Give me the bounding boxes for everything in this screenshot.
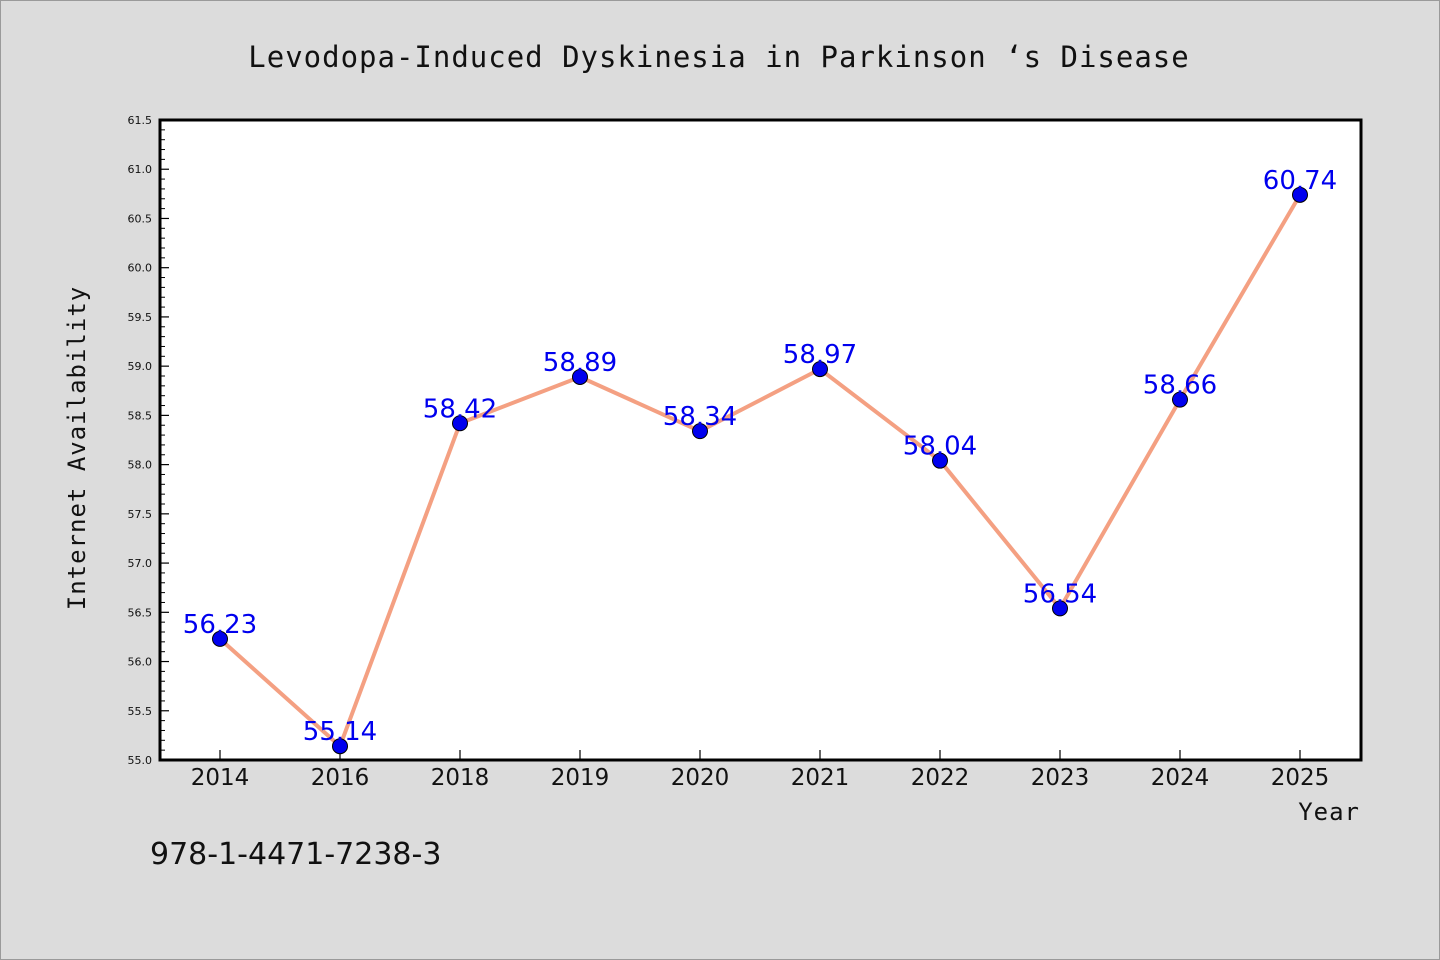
data-label: 56.23 (183, 610, 257, 640)
plot-area (158, 118, 1363, 762)
chart-title: Levodopa-Induced Dyskinesia in Parkinson… (248, 40, 1189, 74)
data-label: 56.54 (1023, 579, 1097, 609)
data-point[interactable] (1052, 600, 1068, 617)
data-point[interactable] (452, 415, 468, 432)
x-tick-label: 2014 (191, 765, 250, 791)
x-tick-label: 2022 (911, 765, 970, 791)
y-tick-label: 60.5 (128, 212, 153, 225)
y-tick-label: 58.0 (128, 459, 153, 472)
y-tick-label: 56.5 (128, 606, 153, 619)
y-tick-label: 55.0 (128, 754, 153, 767)
data-point[interactable] (332, 738, 348, 755)
y-tick-label: 55.5 (128, 705, 153, 718)
x-tick-label: 2016 (311, 765, 370, 791)
data-label: 58.34 (663, 402, 737, 432)
y-tick-label: 61.5 (128, 114, 153, 127)
x-tick-label: 2020 (671, 765, 730, 791)
y-axis-label: Internet Availability (63, 286, 91, 610)
x-tick-label: 2024 (1151, 765, 1210, 791)
y-tick-label: 59.5 (128, 311, 153, 324)
data-label: 58.04 (903, 432, 977, 462)
y-tick-label: 56.0 (128, 656, 153, 669)
isbn-annotation: 978-1-4471-7238-3 (150, 837, 441, 872)
data-point[interactable] (212, 630, 228, 647)
data-labels: 56.23 55.14 58.42 58.89 58.34 58.97 58.04 56.54… (183, 166, 1337, 747)
x-tick-label: 2021 (791, 765, 850, 791)
y-tick-label: 61.0 (128, 163, 153, 176)
y-tick-label: 57.5 (128, 508, 153, 521)
data-label: 60.74 (1263, 166, 1337, 196)
data-point[interactable] (1172, 391, 1188, 408)
data-point[interactable] (572, 368, 588, 385)
data-label: 55.14 (303, 717, 377, 747)
data-point[interactable] (932, 452, 948, 469)
x-tick-label: 2023 (1031, 765, 1090, 791)
y-tick-label: 58.5 (128, 409, 153, 422)
series-line (218, 193, 1302, 749)
y-axis: 55.0 55.5 56.0 56.5 57.0 57.5 58.0 58.5 59.0 59.5… (128, 114, 169, 767)
x-axis: 2014 2016 2018 2019 2020 2021 2022 2023 2024 2025 (191, 750, 1330, 791)
y-tick-label: 57.0 (128, 557, 153, 570)
data-point[interactable] (692, 423, 708, 440)
series-markers (212, 186, 1308, 755)
y-tick-label: 60.0 (128, 262, 153, 275)
data-point[interactable] (1292, 186, 1308, 203)
x-tick-label: 2018 (431, 765, 490, 791)
x-tick-label: 2019 (551, 765, 610, 791)
data-label: 58.42 (423, 394, 497, 424)
data-label: 58.89 (543, 348, 617, 378)
data-point[interactable] (812, 361, 828, 378)
x-axis-label: Year (1298, 798, 1360, 826)
data-label: 58.97 (783, 340, 857, 370)
y-tick-label: 59.0 (128, 360, 153, 373)
x-tick-label: 2025 (1271, 765, 1330, 791)
data-label: 58.66 (1143, 371, 1217, 401)
